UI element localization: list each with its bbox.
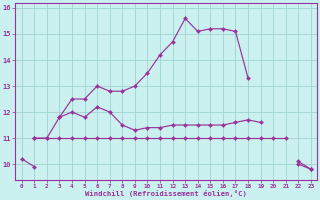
- X-axis label: Windchill (Refroidissement éolien,°C): Windchill (Refroidissement éolien,°C): [85, 190, 247, 197]
